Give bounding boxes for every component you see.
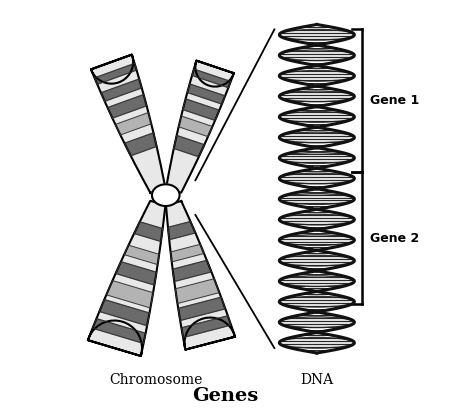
Polygon shape [173,260,212,281]
Ellipse shape [279,71,355,81]
Polygon shape [115,112,151,135]
Polygon shape [166,61,234,193]
Polygon shape [183,99,219,120]
Polygon shape [168,222,195,240]
Ellipse shape [279,173,355,184]
Polygon shape [108,95,147,118]
Text: Genes: Genes [192,387,258,405]
Ellipse shape [279,337,355,348]
Polygon shape [187,84,225,104]
Polygon shape [192,69,231,88]
Polygon shape [174,135,204,157]
Polygon shape [116,262,157,285]
Polygon shape [88,201,166,356]
Polygon shape [99,300,149,326]
Polygon shape [179,116,212,137]
Text: DNA: DNA [300,373,333,387]
Ellipse shape [279,214,355,225]
Ellipse shape [279,91,355,102]
Polygon shape [124,245,159,265]
Ellipse shape [279,255,355,266]
Polygon shape [134,222,162,242]
Ellipse shape [279,276,355,286]
Polygon shape [101,79,142,101]
Ellipse shape [279,235,355,245]
Ellipse shape [279,296,355,307]
Text: Gene 1: Gene 1 [370,94,419,107]
Text: Gene 2: Gene 2 [370,232,419,244]
Ellipse shape [279,153,355,163]
Polygon shape [94,63,137,84]
Ellipse shape [152,184,180,206]
Ellipse shape [279,132,355,143]
Polygon shape [175,279,220,303]
Ellipse shape [279,194,355,204]
Polygon shape [91,55,165,193]
Polygon shape [166,201,235,349]
Ellipse shape [279,29,355,40]
Polygon shape [181,316,231,337]
Text: Chromosome: Chromosome [109,373,202,387]
Polygon shape [171,244,204,262]
Ellipse shape [279,317,355,327]
Polygon shape [93,319,146,344]
Polygon shape [106,281,153,308]
Ellipse shape [279,112,355,122]
Polygon shape [125,133,157,156]
Ellipse shape [279,50,355,61]
Polygon shape [178,297,225,320]
